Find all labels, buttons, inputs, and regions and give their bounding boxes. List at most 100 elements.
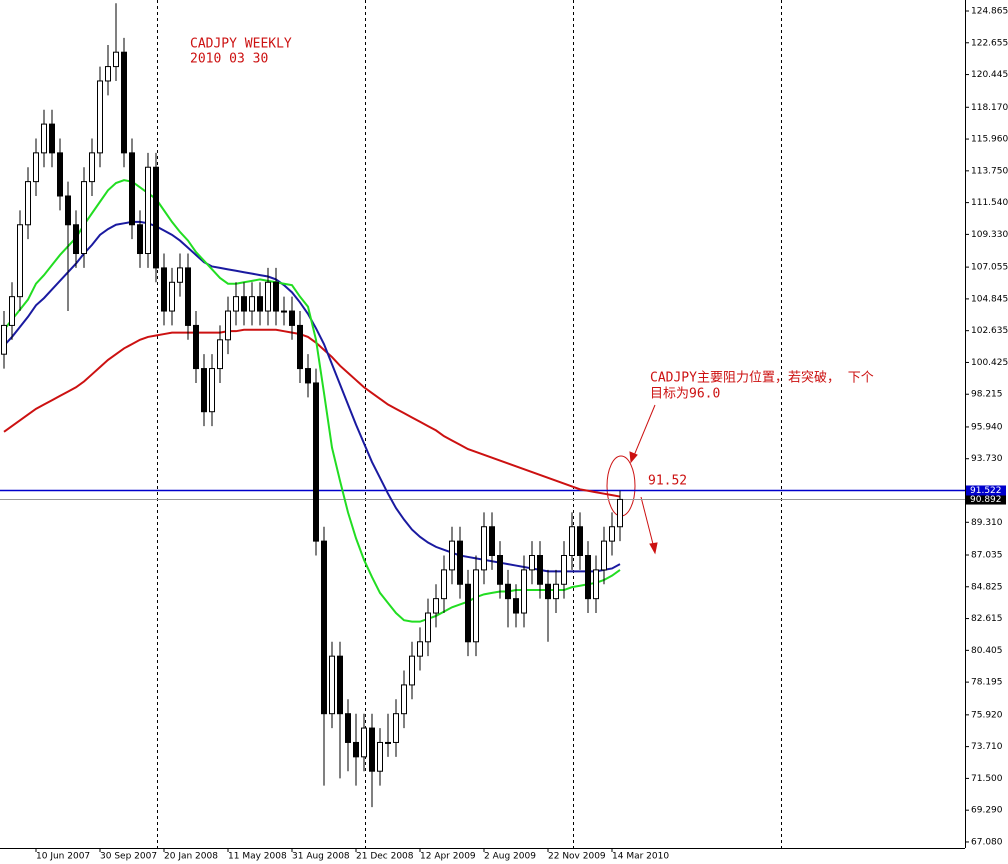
candle-body [561,555,567,585]
y-tick-label: 80.405 [971,646,1003,656]
candle-body [537,555,543,585]
candle-body [529,555,535,571]
candle-body [209,368,215,413]
candle-body [65,195,71,226]
arrow-head [649,542,658,555]
y-tick-label: 113.750 [971,166,1008,176]
candle-body [57,152,63,197]
candle-body [441,569,447,600]
x-tick-label: 21 Dec 2008 [356,852,414,862]
moving-average [3,179,621,623]
candle-body [425,612,431,643]
candle-body [1,324,7,355]
candle-body [9,296,15,326]
candle-body [113,51,119,68]
y-tick-label: 111.540 [971,198,1008,208]
candle-body [281,310,287,313]
candle-body [353,741,359,758]
candle-body [489,526,495,557]
candle-body [177,267,183,283]
candle-body [89,152,95,183]
x-tick-label: 22 Nov 2009 [548,852,606,862]
last-price-label: 90.892 [970,495,1002,505]
x-tick-label: 30 Sep 2007 [100,852,157,862]
candle-body [601,540,607,571]
arrow [640,496,655,549]
arrow-head [629,451,638,464]
candle-body [513,598,519,614]
candle-body [49,123,55,154]
last-price-box [966,494,1006,505]
annotation: 目标为96.0 [650,387,720,402]
candle-body [41,123,47,154]
y-tick-label: 115.960 [971,135,1008,145]
x-tick-label: 20 Jan 2008 [164,852,218,862]
candle-body [329,655,335,715]
candle-body [241,296,247,312]
candle-body [185,267,191,326]
candle-body [225,310,231,341]
annotation: CADJPY主要阻力位置，若突破， 下个 [650,370,874,386]
candle-body [409,655,415,686]
candle-body [121,51,127,154]
x-tick-label: 11 May 2008 [228,852,287,862]
y-tick-label: 78.195 [971,678,1003,688]
x-tick-label: 2 Aug 2009 [484,852,536,862]
y-tick-label: 118.170 [971,103,1008,113]
y-tick-label: 84.825 [971,582,1003,592]
chart-title: CADJPY WEEKLY [190,37,292,52]
y-tick-label: 109.330 [971,230,1008,240]
y-tick-label: 71.500 [971,774,1003,784]
candle-body [345,713,351,743]
annotation: 91.52 [648,474,687,489]
candle-body [33,152,39,183]
candle-body [521,569,527,614]
candle-body [385,741,391,744]
candle-body [161,267,167,312]
y-tick-label: 107.055 [971,263,1008,273]
candle-body [393,713,399,743]
candle-body [297,324,303,370]
y-tick-label: 73.710 [971,742,1003,752]
y-tick-label: 120.445 [971,70,1008,80]
candle-body [217,339,223,370]
candle-body [473,569,479,643]
candle-body [321,540,327,715]
candle-body [417,641,423,657]
candle-body [249,296,255,312]
candle-body [481,526,487,571]
candle-body [153,166,159,269]
candle-body [305,368,311,384]
candle-body [545,583,551,600]
y-tick-label: 122.655 [971,38,1008,48]
candle-body [273,281,279,312]
y-tick-label: 89.310 [971,518,1003,528]
y-tick-label: 69.290 [971,806,1003,816]
candle-body [313,382,319,542]
y-tick-label: 100.425 [971,358,1008,368]
y-tick-label: 102.635 [971,326,1008,336]
candle-body [609,526,615,542]
candle-body [497,555,503,585]
candle-body [361,727,367,758]
candle-body [465,583,471,643]
x-tick-label: 12 Apr 2009 [420,852,476,862]
candle-body [193,324,199,370]
candle-body [81,181,87,255]
candle-body [553,583,559,600]
candle-body [577,526,583,557]
x-tick-label: 31 Aug 2008 [292,852,350,862]
chart-subtitle: 2010 03 30 [190,52,268,67]
candle-body [201,368,207,413]
y-tick-label: 95.940 [971,422,1003,432]
resistance-label: 91.522 [970,486,1002,496]
y-tick-label: 124.865 [971,7,1008,17]
candle-body [17,224,23,298]
candle-body [433,598,439,614]
candle-body [289,310,295,326]
candle-body [457,540,463,585]
candle-body [593,569,599,600]
resistance-box [966,485,1006,496]
